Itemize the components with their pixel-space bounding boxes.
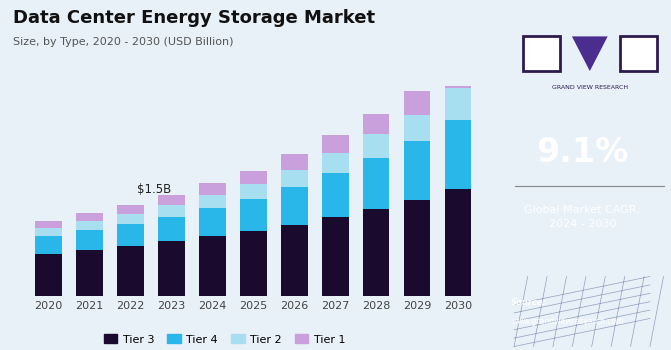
Bar	[363, 114, 389, 134]
Bar	[445, 189, 471, 296]
Text: $1.5B: $1.5B	[137, 183, 171, 196]
Text: Data Center Energy Storage Market: Data Center Energy Storage Market	[13, 9, 376, 27]
Bar	[240, 184, 266, 199]
Text: www.grandviewresearch.com: www.grandviewresearch.com	[511, 317, 623, 327]
Bar	[322, 173, 348, 217]
Text: Global Market CAGR,
2024 - 2030: Global Market CAGR, 2024 - 2030	[525, 205, 640, 229]
Bar	[619, 36, 657, 71]
Bar	[363, 158, 389, 209]
Bar	[281, 187, 307, 225]
Bar	[445, 88, 471, 120]
Bar	[240, 170, 266, 184]
Text: GRAND VIEW RESEARCH: GRAND VIEW RESEARCH	[552, 85, 628, 90]
Bar	[445, 120, 471, 189]
Bar	[158, 195, 185, 205]
Bar	[117, 224, 144, 246]
Bar	[117, 214, 144, 224]
Bar	[322, 153, 348, 173]
Legend: Tier 3, Tier 4, Tier 2, Tier 1: Tier 3, Tier 4, Tier 2, Tier 1	[99, 330, 350, 349]
Bar	[76, 250, 103, 296]
Bar	[363, 209, 389, 296]
Bar	[36, 236, 62, 254]
Bar	[76, 214, 103, 222]
Bar	[281, 170, 307, 187]
Text: Size, by Type, 2020 - 2030 (USD Billion): Size, by Type, 2020 - 2030 (USD Billion)	[13, 37, 234, 47]
Bar	[76, 230, 103, 250]
Bar	[76, 222, 103, 230]
Bar	[322, 217, 348, 296]
Bar	[158, 241, 185, 296]
Bar	[404, 91, 430, 115]
Bar	[36, 222, 62, 228]
Bar	[117, 246, 144, 296]
Bar	[404, 199, 430, 296]
Text: Source:: Source:	[511, 298, 547, 307]
Bar	[36, 254, 62, 296]
Bar	[404, 115, 430, 141]
Bar	[117, 205, 144, 214]
Bar	[322, 135, 348, 153]
Bar	[240, 199, 266, 231]
Bar	[199, 195, 225, 208]
Bar	[158, 205, 185, 217]
Polygon shape	[572, 36, 608, 71]
Bar	[240, 231, 266, 296]
Bar	[36, 228, 62, 236]
Bar	[281, 225, 307, 296]
Bar	[363, 134, 389, 158]
Bar	[523, 36, 560, 71]
Bar	[199, 183, 225, 195]
Bar	[404, 141, 430, 199]
Bar	[158, 217, 185, 241]
Bar	[199, 208, 225, 236]
Bar	[281, 154, 307, 170]
Bar	[199, 236, 225, 296]
Bar	[445, 60, 471, 88]
Text: 9.1%: 9.1%	[536, 136, 629, 169]
